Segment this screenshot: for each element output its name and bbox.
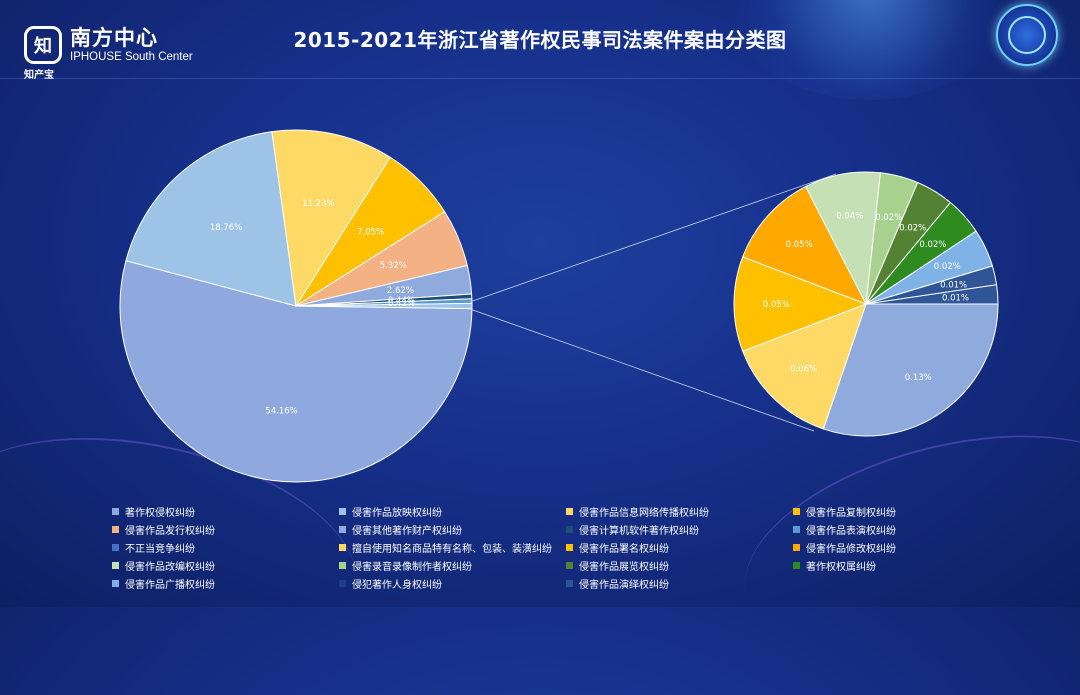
pie-of-pie-chart: 54.16%18.76%11.23%7.05%5.32%2.62%0.44%0.… [119, 129, 999, 483]
legend-item: 侵害作品署名权纠纷 [566, 539, 793, 556]
legend-swatch [566, 544, 573, 551]
legend-label: 侵害作品署名权纠纷 [579, 544, 669, 555]
legend-label: 侵害作品信息网络传播权纠纷 [579, 508, 709, 519]
secondary-pie-slice [865, 284, 999, 305]
secondary-pie-slice [733, 256, 868, 352]
main-pie-data-label: 54.16% [265, 407, 297, 417]
legend-swatch [793, 508, 800, 515]
secondary-pie-data-label: 0.02% [934, 262, 961, 272]
legend-swatch [339, 508, 346, 515]
legend-label: 著作权权属纠纷 [806, 562, 876, 573]
main-pie-data-label: 0.44% [388, 296, 415, 306]
legend-label: 侵害作品修改权纠纷 [806, 544, 896, 555]
legend-swatch [112, 562, 119, 569]
legend-item: 侵害作品广播权纠纷 [112, 575, 339, 592]
main-pie-slice [125, 131, 297, 307]
main-pie-data-label: 11.23% [302, 199, 334, 209]
connector-line [469, 308, 815, 432]
legend-label: 侵害作品放映权纠纷 [352, 508, 442, 519]
main-pie-data-label: 2.62% [387, 286, 414, 296]
legend-swatch [339, 562, 346, 569]
legend-item: 侵害作品复制权纠纷 [793, 503, 1012, 520]
secondary-pie-data-label: 0.01% [942, 293, 969, 303]
legend-label: 侵害计算机软件著作权纠纷 [579, 526, 699, 537]
legend-label: 著作权侵权纠纷 [125, 508, 195, 519]
legend-label: 侵害作品展览权纠纷 [579, 562, 669, 573]
legend-swatch [566, 508, 573, 515]
legend-label: 侵害作品发行权纠纷 [125, 526, 215, 537]
main-pie-slice [271, 129, 391, 308]
legend-item: 侵害作品发行权纠纷 [112, 521, 339, 538]
legend-swatch [566, 562, 573, 569]
secondary-pie-data-label: 0.01% [940, 280, 967, 290]
legend-item: 侵害作品修改权纠纷 [793, 539, 1012, 556]
secondary-pie-data-label: 0.05% [786, 240, 813, 250]
connector-line [469, 173, 837, 303]
legend-label: 侵害作品改编权纠纷 [125, 562, 215, 573]
legend-item: 侵犯著作人身权纠纷 [339, 575, 566, 592]
main-pie-slice [119, 260, 473, 483]
secondary-pie-data-label: 0.13% [905, 373, 932, 383]
legend-item: 侵害作品演绎权纠纷 [566, 575, 793, 592]
secondary-pie-data-label: 0.02% [875, 213, 902, 223]
logo-name-cn: 南方中心 [70, 26, 158, 50]
main-pie-data-label: 0.42% [388, 299, 415, 309]
legend-swatch [566, 580, 573, 587]
logo-text: 南方中心 IPHOUSE South Center [70, 26, 193, 64]
secondary-pie-slice [742, 185, 868, 305]
secondary-pie-data-label: 0.04% [836, 212, 863, 222]
legend-swatch [793, 526, 800, 533]
legend-item: 侵害作品表演权纠纷 [793, 521, 1012, 538]
main-pie-data-label: 5.32% [380, 261, 407, 271]
main-pie-data-label: 18.76% [210, 223, 242, 233]
legend-label: 侵犯著作人身权纠纷 [352, 580, 442, 591]
legend-item: 侵害计算机软件著作权纠纷 [566, 521, 793, 538]
legend-label: 侵害作品表演权纠纷 [806, 526, 896, 537]
legend-swatch [566, 526, 573, 533]
secondary-pie-data-label: 0.05% [763, 300, 790, 310]
secondary-pie-slice [822, 303, 999, 437]
legend-item: 侵害作品改编权纠纷 [112, 557, 339, 574]
legend-item: 侵害作品展览权纠纷 [566, 557, 793, 574]
brand-logo: 知 知产宝 南方中心 IPHOUSE South Center [24, 26, 193, 81]
header-divider [0, 78, 1080, 79]
secondary-pie-slice [804, 171, 881, 306]
legend-item: 侵害作品放映权纠纷 [339, 503, 566, 520]
legend-label: 侵害其他著作财产权纠纷 [352, 526, 462, 537]
main-pie-slice [295, 302, 473, 310]
legend-swatch [112, 544, 119, 551]
legend-swatch [112, 526, 119, 533]
legend-label: 不正当竞争纠纷 [125, 544, 195, 555]
legend-item: 侵害录音录像制作者权纠纷 [339, 557, 566, 574]
main-pie-data-label: 7.05% [357, 227, 384, 237]
legend-swatch [112, 580, 119, 587]
legend-item: 擅自使用知名商品特有名称、包装、装潢纠纷 [339, 539, 566, 556]
legend-swatch [793, 544, 800, 551]
legend-label: 擅自使用知名商品特有名称、包装、装潢纠纷 [352, 544, 552, 555]
legend-item: 侵害作品信息网络传播权纠纷 [566, 503, 793, 520]
legend-swatch [793, 562, 800, 569]
legend-label: 侵害作品广播权纠纷 [125, 580, 215, 591]
logo-name-en: IPHOUSE South Center [70, 51, 193, 63]
legend-label: 侵害作品复制权纠纷 [806, 508, 896, 519]
legend-item: 不正当竞争纠纷 [112, 539, 339, 556]
chart-legend: 著作权侵权纠纷 侵害作品放映权纠纷 侵害作品信息网络传播权纠纷 侵害作品复制权纠纷 侵害… [112, 503, 1012, 592]
legend-item: 侵害其他著作财产权纠纷 [339, 521, 566, 538]
logo-mark: 知 [24, 26, 62, 64]
legend-item: 著作权侵权纠纷 [112, 503, 339, 520]
secondary-pie-data-label: 0.02% [919, 240, 946, 250]
legend-label: 侵害作品演绎权纠纷 [579, 580, 669, 591]
seal-badge-icon [996, 4, 1058, 66]
page-title: 2015-2021年浙江省著作权民事司法案件案由分类图 [293, 28, 787, 52]
legend-label: 侵害录音录像制作者权纠纷 [352, 562, 472, 573]
secondary-pie-slice [742, 303, 867, 430]
logo-sub-text: 知产宝 [24, 70, 54, 81]
legend-swatch [112, 508, 119, 515]
legend-swatch [339, 526, 346, 533]
secondary-pie-data-label: 0.02% [899, 223, 926, 233]
legend-swatch [339, 580, 346, 587]
secondary-pie-data-label: 0.06% [790, 365, 817, 375]
legend-item: 著作权权属纠纷 [793, 557, 1012, 574]
legend-swatch [339, 544, 346, 551]
